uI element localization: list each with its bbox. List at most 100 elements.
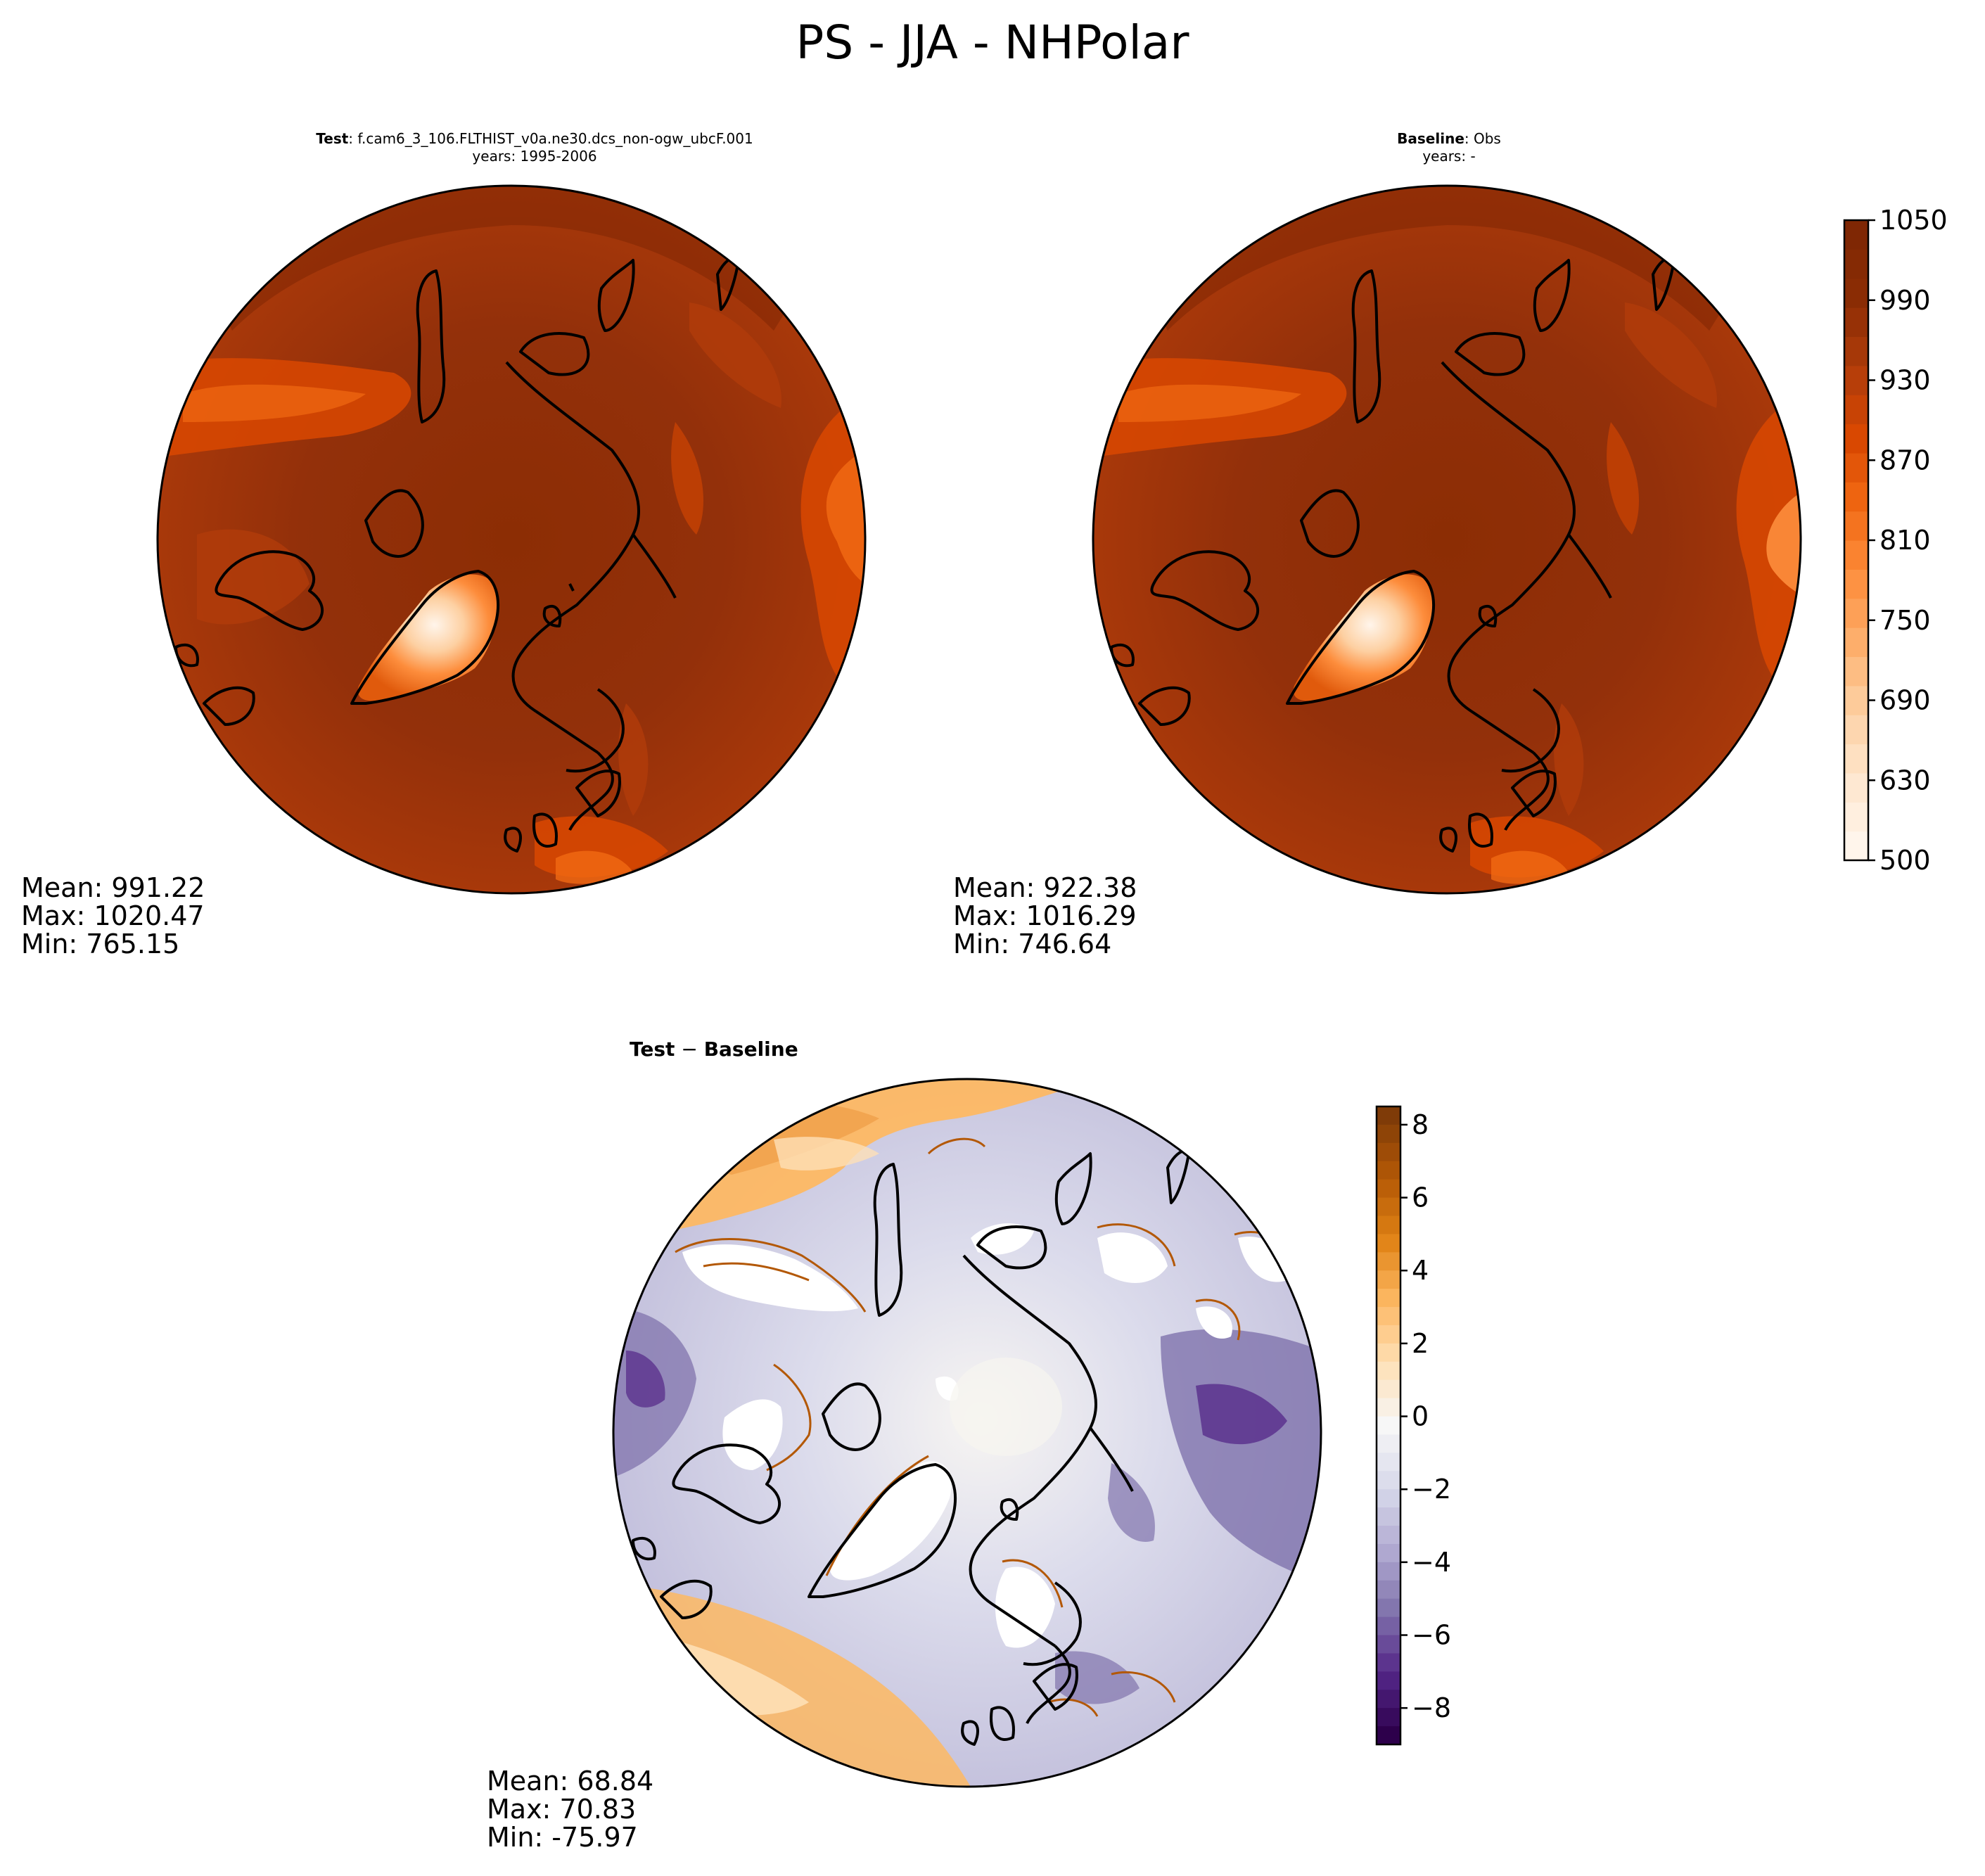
diff-colorbar-segment bbox=[1377, 1580, 1400, 1600]
main-colorbar-segment bbox=[1844, 482, 1868, 512]
main-colorbar-segment bbox=[1844, 802, 1868, 832]
main-colorbar-tick-label: 810 bbox=[1879, 525, 1931, 556]
baseline-stat-mean: Mean: 922.38 bbox=[953, 872, 1137, 903]
diff-colorbar-segment bbox=[1377, 1434, 1400, 1453]
main-colorbar-segment bbox=[1844, 831, 1868, 861]
diff-label-test: Test bbox=[630, 1038, 675, 1061]
diff-colorbar-tick-label: −2 bbox=[1412, 1474, 1451, 1505]
main-colorbar-segment bbox=[1844, 569, 1868, 599]
diff-colorbar-segment bbox=[1377, 1124, 1400, 1144]
main-colorbar-tick-label: 930 bbox=[1879, 365, 1931, 396]
main-colorbar-segment bbox=[1844, 511, 1868, 541]
main-colorbar-tick-label: 1050 bbox=[1879, 205, 1948, 236]
diff-colorbar-segment bbox=[1377, 1289, 1400, 1308]
main-colorbar-segment bbox=[1844, 365, 1868, 395]
test-map-boundary bbox=[156, 184, 867, 895]
diff-colorbar-segment bbox=[1377, 1726, 1400, 1745]
diff-colorbar-segment bbox=[1377, 1307, 1400, 1326]
diff-colorbar-segment bbox=[1377, 1161, 1400, 1180]
test-years: years: 1995-2006 bbox=[472, 148, 597, 165]
diff-colorbar-segment bbox=[1377, 1489, 1400, 1508]
diff-stat-mean: Mean: 68.84 bbox=[487, 1766, 654, 1797]
test-stat-min: Min: 765.15 bbox=[21, 929, 180, 959]
diff-panel-title: Test − Baseline bbox=[630, 1038, 798, 1061]
baseline-map-boundary bbox=[1092, 184, 1802, 895]
diff-colorbar-tick-label: 8 bbox=[1412, 1109, 1429, 1140]
main-colorbar-segment bbox=[1844, 685, 1868, 715]
main-colorbar-segment bbox=[1844, 220, 1868, 250]
diff-colorbar-segment bbox=[1377, 1562, 1400, 1581]
diff-colorbar-segment bbox=[1377, 1598, 1400, 1618]
diff-colorbar-segment bbox=[1377, 1526, 1400, 1545]
diff-colorbar-segment bbox=[1377, 1215, 1400, 1234]
test-stat-mean: Mean: 991.22 bbox=[21, 872, 205, 903]
diff-colorbar-tick-label: −4 bbox=[1412, 1547, 1451, 1578]
diff-colorbar-segment bbox=[1377, 1343, 1400, 1363]
diff-colorbar-segment bbox=[1377, 1361, 1400, 1381]
diff-colorbar-tick-label: −8 bbox=[1412, 1692, 1451, 1723]
diff-colorbar-segment bbox=[1377, 1234, 1400, 1253]
main-colorbar-tick-label: 870 bbox=[1879, 445, 1931, 476]
main-colorbar-segment bbox=[1844, 540, 1868, 570]
main-colorbar-tick-label: 630 bbox=[1879, 765, 1931, 796]
diff-colorbar-segment bbox=[1377, 1416, 1400, 1436]
test-stats: Mean: 991.22 Max: 1020.47 Min: 765.15 bbox=[21, 874, 205, 958]
diff-colorbar: 8 6 4 2 0 −2 −4 −6 −8 bbox=[1375, 1105, 1451, 1746]
baseline-label-case: : Obs bbox=[1464, 130, 1501, 147]
diff-stat-max: Max: 70.83 bbox=[487, 1794, 637, 1825]
diff-colorbar-segment bbox=[1377, 1179, 1400, 1199]
main-colorbar-segment bbox=[1844, 423, 1868, 454]
test-panel-title: Test: f.cam6_3_106.FLTHIST_v0a.ne30.dcs_… bbox=[288, 130, 781, 165]
diff-colorbar-segment bbox=[1377, 1616, 1400, 1636]
baseline-stats: Mean: 922.38 Max: 1016.29 Min: 746.64 bbox=[953, 874, 1137, 958]
diff-colorbar-segment bbox=[1377, 1379, 1400, 1399]
baseline-panel-title: Baseline: Obs years: - bbox=[1273, 130, 1625, 165]
diff-stats: Mean: 68.84 Max: 70.83 Min: -75.97 bbox=[487, 1767, 653, 1851]
diff-map-boundary bbox=[612, 1078, 1322, 1788]
diff-colorbar-tick-label: 6 bbox=[1412, 1182, 1429, 1213]
diff-colorbar-tick-label: −6 bbox=[1412, 1620, 1451, 1651]
main-colorbar-segment bbox=[1844, 772, 1868, 803]
main-colorbar-tick-label: 990 bbox=[1879, 285, 1931, 316]
main-colorbar-segment bbox=[1844, 744, 1868, 774]
diff-colorbar-segment bbox=[1377, 1142, 1400, 1162]
baseline-stat-min: Min: 746.64 bbox=[953, 929, 1112, 959]
diff-colorbar-segment bbox=[1377, 1325, 1400, 1344]
main-colorbar-segment bbox=[1844, 278, 1868, 308]
diff-label-baseline: Baseline bbox=[703, 1038, 798, 1061]
diff-colorbar-tick-label: 2 bbox=[1412, 1328, 1429, 1359]
main-colorbar-tick-label: 500 bbox=[1879, 845, 1931, 876]
diff-colorbar-segment bbox=[1377, 1471, 1400, 1490]
diff-colorbar-segment bbox=[1377, 1507, 1400, 1526]
main-colorbar-tick-label: 690 bbox=[1879, 685, 1931, 716]
diff-colorbar-segment bbox=[1377, 1708, 1400, 1727]
diff-colorbar-segment bbox=[1377, 1197, 1400, 1217]
baseline-label-bold: Baseline bbox=[1397, 130, 1464, 147]
main-colorbar-segment bbox=[1844, 307, 1868, 338]
diff-colorbar-segment bbox=[1377, 1398, 1400, 1417]
main-colorbar-segment bbox=[1844, 395, 1868, 425]
diff-colorbar-segment bbox=[1377, 1635, 1400, 1654]
diff-colorbar-tick-label: 4 bbox=[1412, 1255, 1429, 1286]
diff-colorbar-segment bbox=[1377, 1252, 1400, 1271]
main-colorbar-segment bbox=[1844, 656, 1868, 687]
test-label-case: : f.cam6_3_106.FLTHIST_v0a.ne30.dcs_non-… bbox=[348, 130, 753, 147]
diff-colorbar-segment bbox=[1377, 1690, 1400, 1709]
diff-map bbox=[613, 1079, 1321, 1787]
main-colorbar-segment bbox=[1844, 249, 1868, 279]
test-map bbox=[158, 186, 865, 893]
main-colorbar-segment bbox=[1844, 452, 1868, 483]
main-colorbar-segment bbox=[1844, 715, 1868, 745]
diff-colorbar-segment bbox=[1377, 1671, 1400, 1690]
main-colorbar-segment bbox=[1844, 598, 1868, 628]
main-colorbar-segment bbox=[1844, 627, 1868, 658]
baseline-stat-max: Max: 1016.29 bbox=[953, 900, 1137, 931]
diff-colorbar-segment bbox=[1377, 1270, 1400, 1289]
diff-colorbar-tick-label: 0 bbox=[1412, 1401, 1429, 1432]
diff-colorbar-segment bbox=[1377, 1543, 1400, 1563]
diff-stat-min: Min: -75.97 bbox=[487, 1822, 638, 1853]
main-colorbar-tick-label: 750 bbox=[1879, 605, 1931, 636]
baseline-map bbox=[1093, 186, 1801, 893]
baseline-years: years: - bbox=[1422, 148, 1476, 165]
